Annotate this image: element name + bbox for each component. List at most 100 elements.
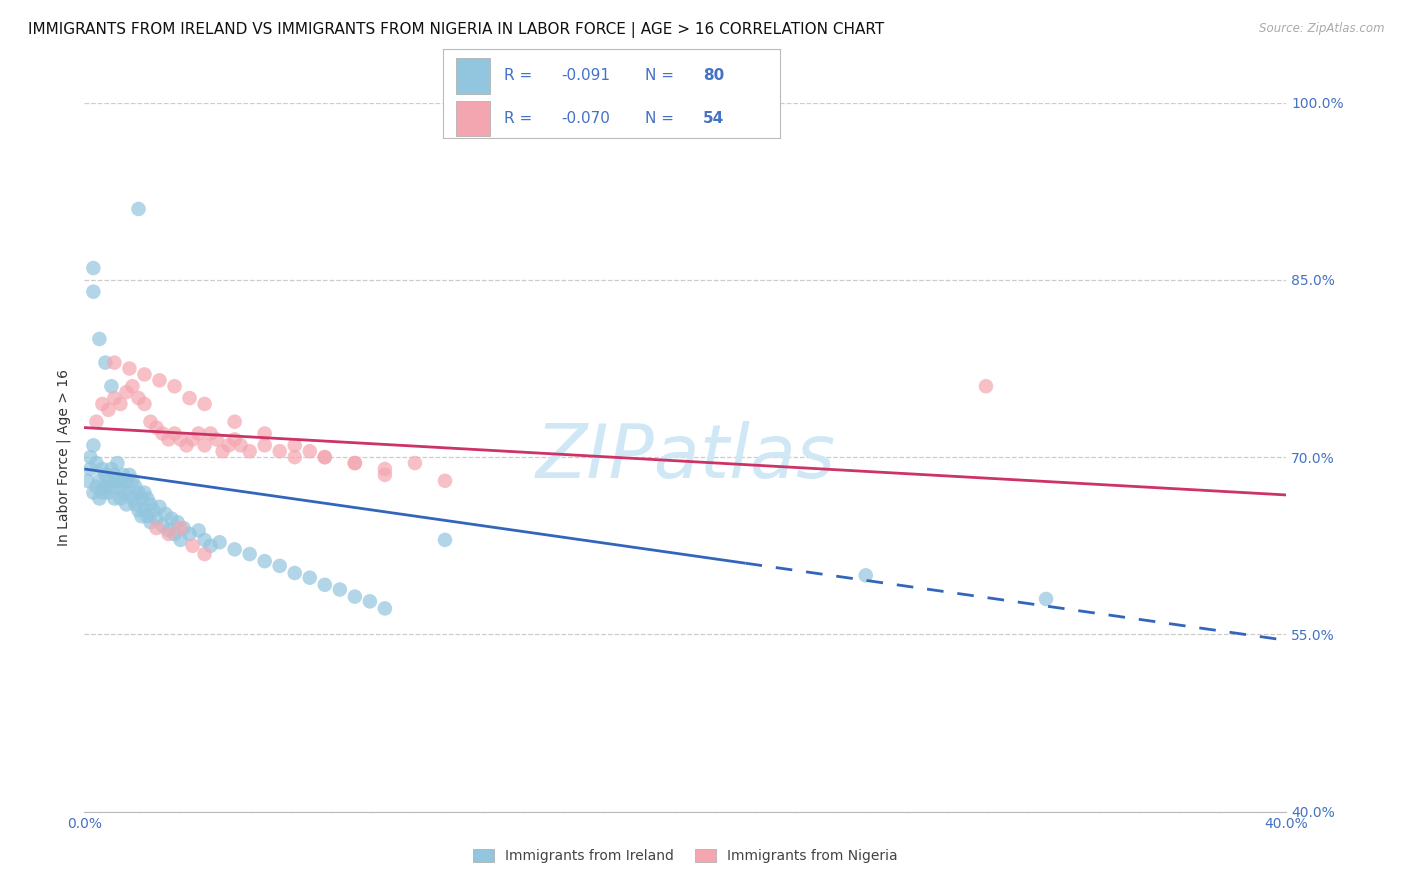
Point xyxy=(160,511,183,525)
Point xyxy=(434,474,457,488)
Point xyxy=(121,474,143,488)
Point xyxy=(224,433,246,447)
Point xyxy=(152,426,174,441)
Point xyxy=(94,355,117,369)
Point xyxy=(134,503,156,517)
Point xyxy=(134,368,156,382)
Point xyxy=(253,426,276,441)
Text: R =: R = xyxy=(503,69,537,83)
Point xyxy=(253,554,276,568)
Point xyxy=(118,485,141,500)
Point xyxy=(82,438,104,452)
Point xyxy=(86,415,108,429)
Point xyxy=(107,456,129,470)
Text: N =: N = xyxy=(645,112,679,126)
Point xyxy=(208,535,231,549)
Point xyxy=(118,361,141,376)
Point xyxy=(200,426,222,441)
Point xyxy=(284,566,307,580)
Point xyxy=(374,601,396,615)
Text: IMMIGRANTS FROM IRELAND VS IMMIGRANTS FROM NIGERIA IN LABOR FORCE | AGE > 16 COR: IMMIGRANTS FROM IRELAND VS IMMIGRANTS FR… xyxy=(28,22,884,38)
Text: Source: ZipAtlas.com: Source: ZipAtlas.com xyxy=(1260,22,1385,36)
Point xyxy=(127,391,149,405)
Point xyxy=(224,542,246,557)
Point xyxy=(157,524,180,538)
Point xyxy=(91,462,114,476)
Point xyxy=(855,568,877,582)
Point xyxy=(115,497,138,511)
Point xyxy=(136,509,159,524)
Point xyxy=(181,433,204,447)
Point xyxy=(194,533,217,547)
Point xyxy=(329,582,352,597)
Point xyxy=(91,485,114,500)
Point xyxy=(103,467,125,482)
Point xyxy=(194,547,217,561)
Point xyxy=(187,426,209,441)
Point xyxy=(89,332,111,346)
Point xyxy=(97,474,120,488)
Point xyxy=(239,444,262,458)
Point xyxy=(229,438,252,452)
Point xyxy=(1035,592,1057,607)
Point xyxy=(298,444,321,458)
Text: 54: 54 xyxy=(703,112,724,126)
Point xyxy=(343,456,366,470)
Point xyxy=(157,433,180,447)
Point xyxy=(200,539,222,553)
Point xyxy=(169,533,191,547)
Point xyxy=(89,491,111,506)
Point xyxy=(100,379,122,393)
Point xyxy=(89,474,111,488)
Point xyxy=(269,558,291,573)
Point xyxy=(176,438,198,452)
Point xyxy=(269,444,291,458)
Text: -0.091: -0.091 xyxy=(561,69,610,83)
Point xyxy=(131,509,153,524)
Point xyxy=(139,497,162,511)
Point xyxy=(124,497,146,511)
Point xyxy=(103,491,125,506)
Point xyxy=(107,474,129,488)
Legend: Immigrants from Ireland, Immigrants from Nigeria: Immigrants from Ireland, Immigrants from… xyxy=(468,844,903,869)
Point xyxy=(163,527,186,541)
Point xyxy=(194,397,217,411)
FancyBboxPatch shape xyxy=(457,58,491,94)
Point xyxy=(136,491,159,506)
Point xyxy=(205,433,228,447)
Point xyxy=(110,397,132,411)
Point xyxy=(374,467,396,482)
FancyBboxPatch shape xyxy=(457,101,491,136)
Point xyxy=(148,373,170,387)
Point xyxy=(121,379,143,393)
Point xyxy=(218,438,240,452)
Point xyxy=(179,391,201,405)
Text: 80: 80 xyxy=(703,69,724,83)
Point xyxy=(127,503,149,517)
Point xyxy=(86,480,108,494)
Point xyxy=(169,433,191,447)
Text: ZIPatlas: ZIPatlas xyxy=(536,421,835,493)
Point xyxy=(181,539,204,553)
Point xyxy=(284,450,307,464)
Point xyxy=(404,456,426,470)
Point xyxy=(152,518,174,533)
Point xyxy=(82,485,104,500)
Point xyxy=(134,397,156,411)
Point xyxy=(76,474,98,488)
Point xyxy=(142,503,165,517)
Point xyxy=(131,491,153,506)
Point xyxy=(974,379,997,393)
Point xyxy=(314,450,336,464)
Point xyxy=(115,474,138,488)
Point xyxy=(155,507,177,521)
Point xyxy=(82,260,104,275)
Point xyxy=(94,467,117,482)
Point xyxy=(253,438,276,452)
Text: R =: R = xyxy=(503,112,537,126)
Point xyxy=(118,467,141,482)
Point xyxy=(173,521,195,535)
Point xyxy=(103,355,125,369)
Point xyxy=(121,491,143,506)
Point xyxy=(94,480,117,494)
